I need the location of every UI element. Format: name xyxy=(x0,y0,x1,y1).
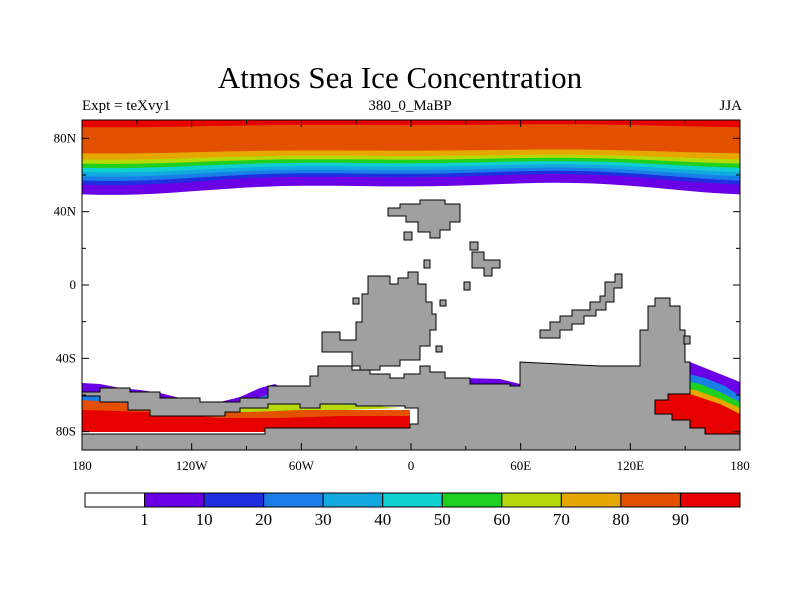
y-tick-label: 40S xyxy=(56,350,76,365)
land-mass xyxy=(403,231,413,241)
colorbar-label: 40 xyxy=(374,510,391,529)
x-tick-label: 120E xyxy=(617,458,645,473)
colorbar-swatch xyxy=(560,492,622,508)
arctic-ice-band-80-90 xyxy=(82,120,740,154)
x-tick-label: 60W xyxy=(289,458,315,473)
colorbar-label: 1 xyxy=(140,510,149,529)
land-mass xyxy=(471,251,501,277)
colorbar-swatch xyxy=(322,492,384,508)
colorbar-label: 50 xyxy=(434,510,451,529)
colorbar-label: 70 xyxy=(553,510,570,529)
land-mass xyxy=(469,241,479,251)
colorbar-label: 10 xyxy=(196,510,213,529)
land-mass xyxy=(82,297,740,450)
y-tick-label: 0 xyxy=(70,277,77,292)
land-mass xyxy=(463,281,471,291)
time-label: 380_0_MaBP xyxy=(368,98,452,114)
colorbar-label: 90 xyxy=(672,510,689,529)
y-tick-label: 80N xyxy=(54,130,77,145)
colorbar-label: 20 xyxy=(255,510,272,529)
colorbar-swatch xyxy=(441,492,503,508)
colorbar-swatch xyxy=(382,492,443,508)
chart-title: Atmos Sea Ice Concentration xyxy=(217,60,583,95)
x-tick-label: 180 xyxy=(72,458,92,473)
x-tick-label: 120W xyxy=(176,458,209,473)
land-mass xyxy=(683,335,691,345)
x-tick-label: 0 xyxy=(408,458,415,473)
colorbar-swatch xyxy=(144,492,205,508)
land-mass xyxy=(423,259,431,269)
x-tick-label: 180 xyxy=(730,458,750,473)
colorbar-swatch xyxy=(620,492,681,508)
colorbar-swatch xyxy=(263,492,324,508)
colorbar-swatch xyxy=(84,492,146,508)
colorbar-swatch xyxy=(203,492,265,508)
land-mass xyxy=(387,199,461,239)
season-label: JJA xyxy=(719,98,742,114)
colorbar-swatch xyxy=(501,492,562,508)
land-mass xyxy=(435,345,443,353)
y-tick-label: 80S xyxy=(56,424,76,439)
y-tick-label: 40N xyxy=(54,204,77,219)
colorbar-label: 80 xyxy=(612,510,629,529)
colorbar-swatch xyxy=(679,492,741,508)
colorbar-label: 30 xyxy=(315,510,332,529)
colorbar-label: 60 xyxy=(493,510,510,529)
land-mass xyxy=(321,271,437,371)
land-mass xyxy=(352,297,360,305)
x-tick-label: 60E xyxy=(510,458,531,473)
experiment-label: Expt = teXvy1 xyxy=(82,98,171,114)
land-mass xyxy=(539,273,623,339)
land-mass xyxy=(439,299,447,307)
